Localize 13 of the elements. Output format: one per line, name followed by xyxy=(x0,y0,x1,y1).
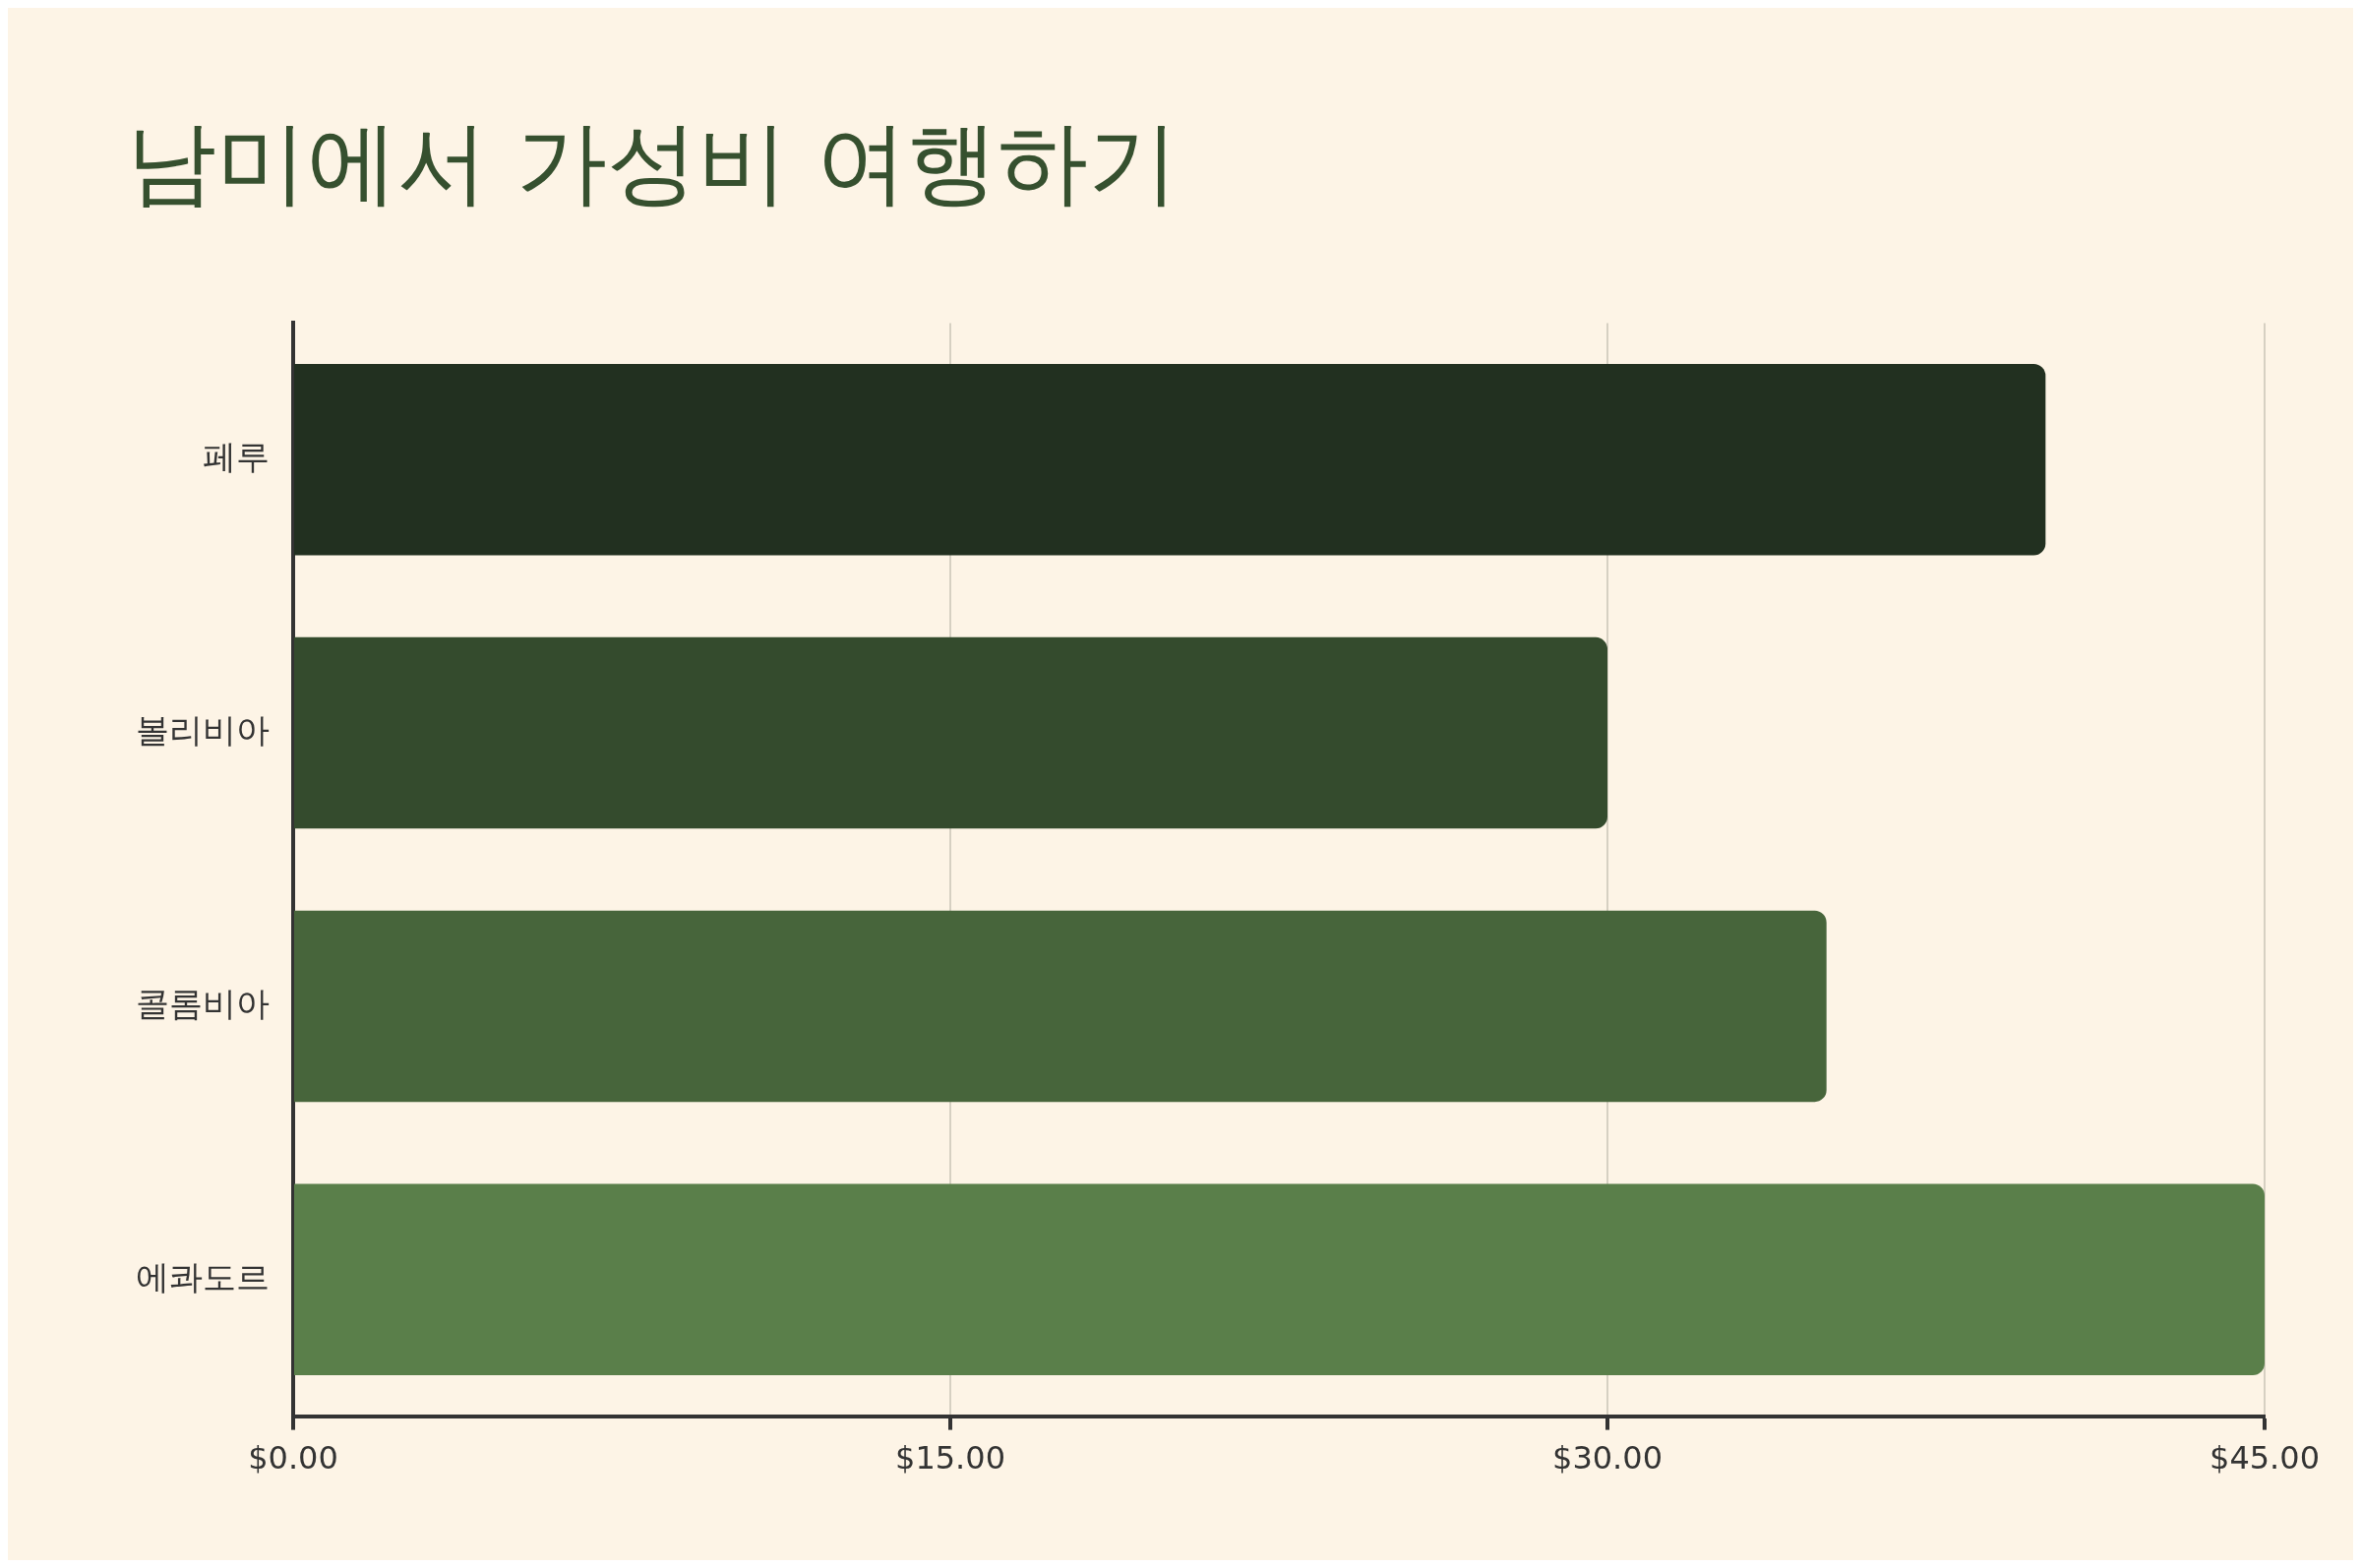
x-tick-label: $15.00 xyxy=(895,1439,1005,1478)
bar xyxy=(294,636,1607,829)
y-tick-label: 볼리비아 xyxy=(136,709,270,750)
y-tick-label: 에콰도르 xyxy=(136,1256,270,1297)
x-tick-label: $30.00 xyxy=(1552,1439,1663,1478)
bar xyxy=(294,910,1827,1103)
bar xyxy=(294,364,2046,556)
x-tick-label: $0.00 xyxy=(248,1439,338,1478)
y-tick-label: 페루 xyxy=(203,437,270,477)
x-tick-label: $45.00 xyxy=(2210,1439,2320,1478)
y-tick-label: 콜롬비아 xyxy=(136,983,270,1023)
chart-title: 남미에서 가성비 여행하기 xyxy=(126,110,1180,216)
bar xyxy=(294,1183,2265,1375)
